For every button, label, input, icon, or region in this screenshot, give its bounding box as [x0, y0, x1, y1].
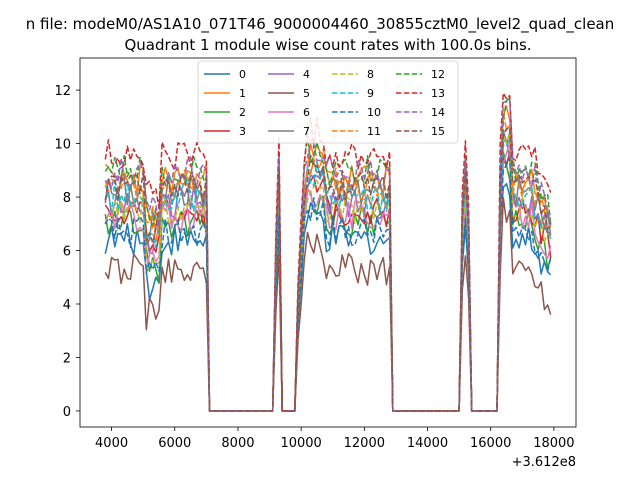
legend-label-7: 7 — [303, 125, 310, 138]
legend-label-5: 5 — [303, 87, 310, 100]
legend-label-10: 10 — [367, 106, 381, 119]
series-line-15 — [104, 126, 552, 412]
legend-label-0: 0 — [239, 68, 246, 81]
y-tick-label: 0 — [63, 405, 71, 420]
y-axis: 0 2 4 6 8 10 12 — [54, 84, 80, 420]
x-tick-label: 8000 — [221, 436, 254, 451]
legend-label-12: 12 — [431, 68, 445, 81]
x-offset-label: +3.612e8 — [512, 455, 576, 470]
legend-label-11: 11 — [367, 125, 381, 138]
y-tick-label: 8 — [63, 191, 71, 206]
series-layer — [104, 92, 552, 412]
legend-label-14: 14 — [431, 106, 445, 119]
series-line-14 — [104, 98, 552, 412]
x-tick-label: 16000 — [470, 436, 511, 451]
legend-label-8: 8 — [367, 68, 374, 81]
figure-suptitle: n file: modeM0/AS1A10_071T46_9000004460_… — [26, 15, 615, 34]
y-tick-label: 10 — [54, 138, 71, 153]
chart-title: Quadrant 1 module wise count rates with … — [124, 36, 531, 54]
x-tick-label: 18000 — [533, 436, 574, 451]
x-tick-label: 6000 — [158, 436, 191, 451]
y-tick-label: 6 — [63, 245, 71, 260]
legend-label-4: 4 — [303, 68, 310, 81]
legend-label-6: 6 — [303, 106, 310, 119]
y-tick-label: 2 — [63, 351, 71, 366]
y-tick-label: 12 — [54, 84, 71, 99]
x-tick-label: 14000 — [407, 436, 448, 451]
legend-label-15: 15 — [431, 125, 445, 138]
x-tick-label: 10000 — [280, 436, 321, 451]
legend-frame — [197, 60, 459, 144]
y-tick-label: 4 — [63, 298, 71, 313]
x-tick-label: 12000 — [344, 436, 385, 451]
x-tick-label: 4000 — [95, 436, 128, 451]
legend-label-9: 9 — [367, 87, 374, 100]
x-axis: 4000 6000 8000 10000 12000 14000 16000 18000 — [95, 427, 575, 451]
plot-frame — [79, 57, 577, 428]
legend-label-1: 1 — [239, 87, 246, 100]
legend-label-13: 13 — [431, 87, 445, 100]
legend-label-2: 2 — [239, 106, 246, 119]
series-line-1 — [104, 105, 552, 412]
legend-label-3: 3 — [239, 125, 246, 138]
